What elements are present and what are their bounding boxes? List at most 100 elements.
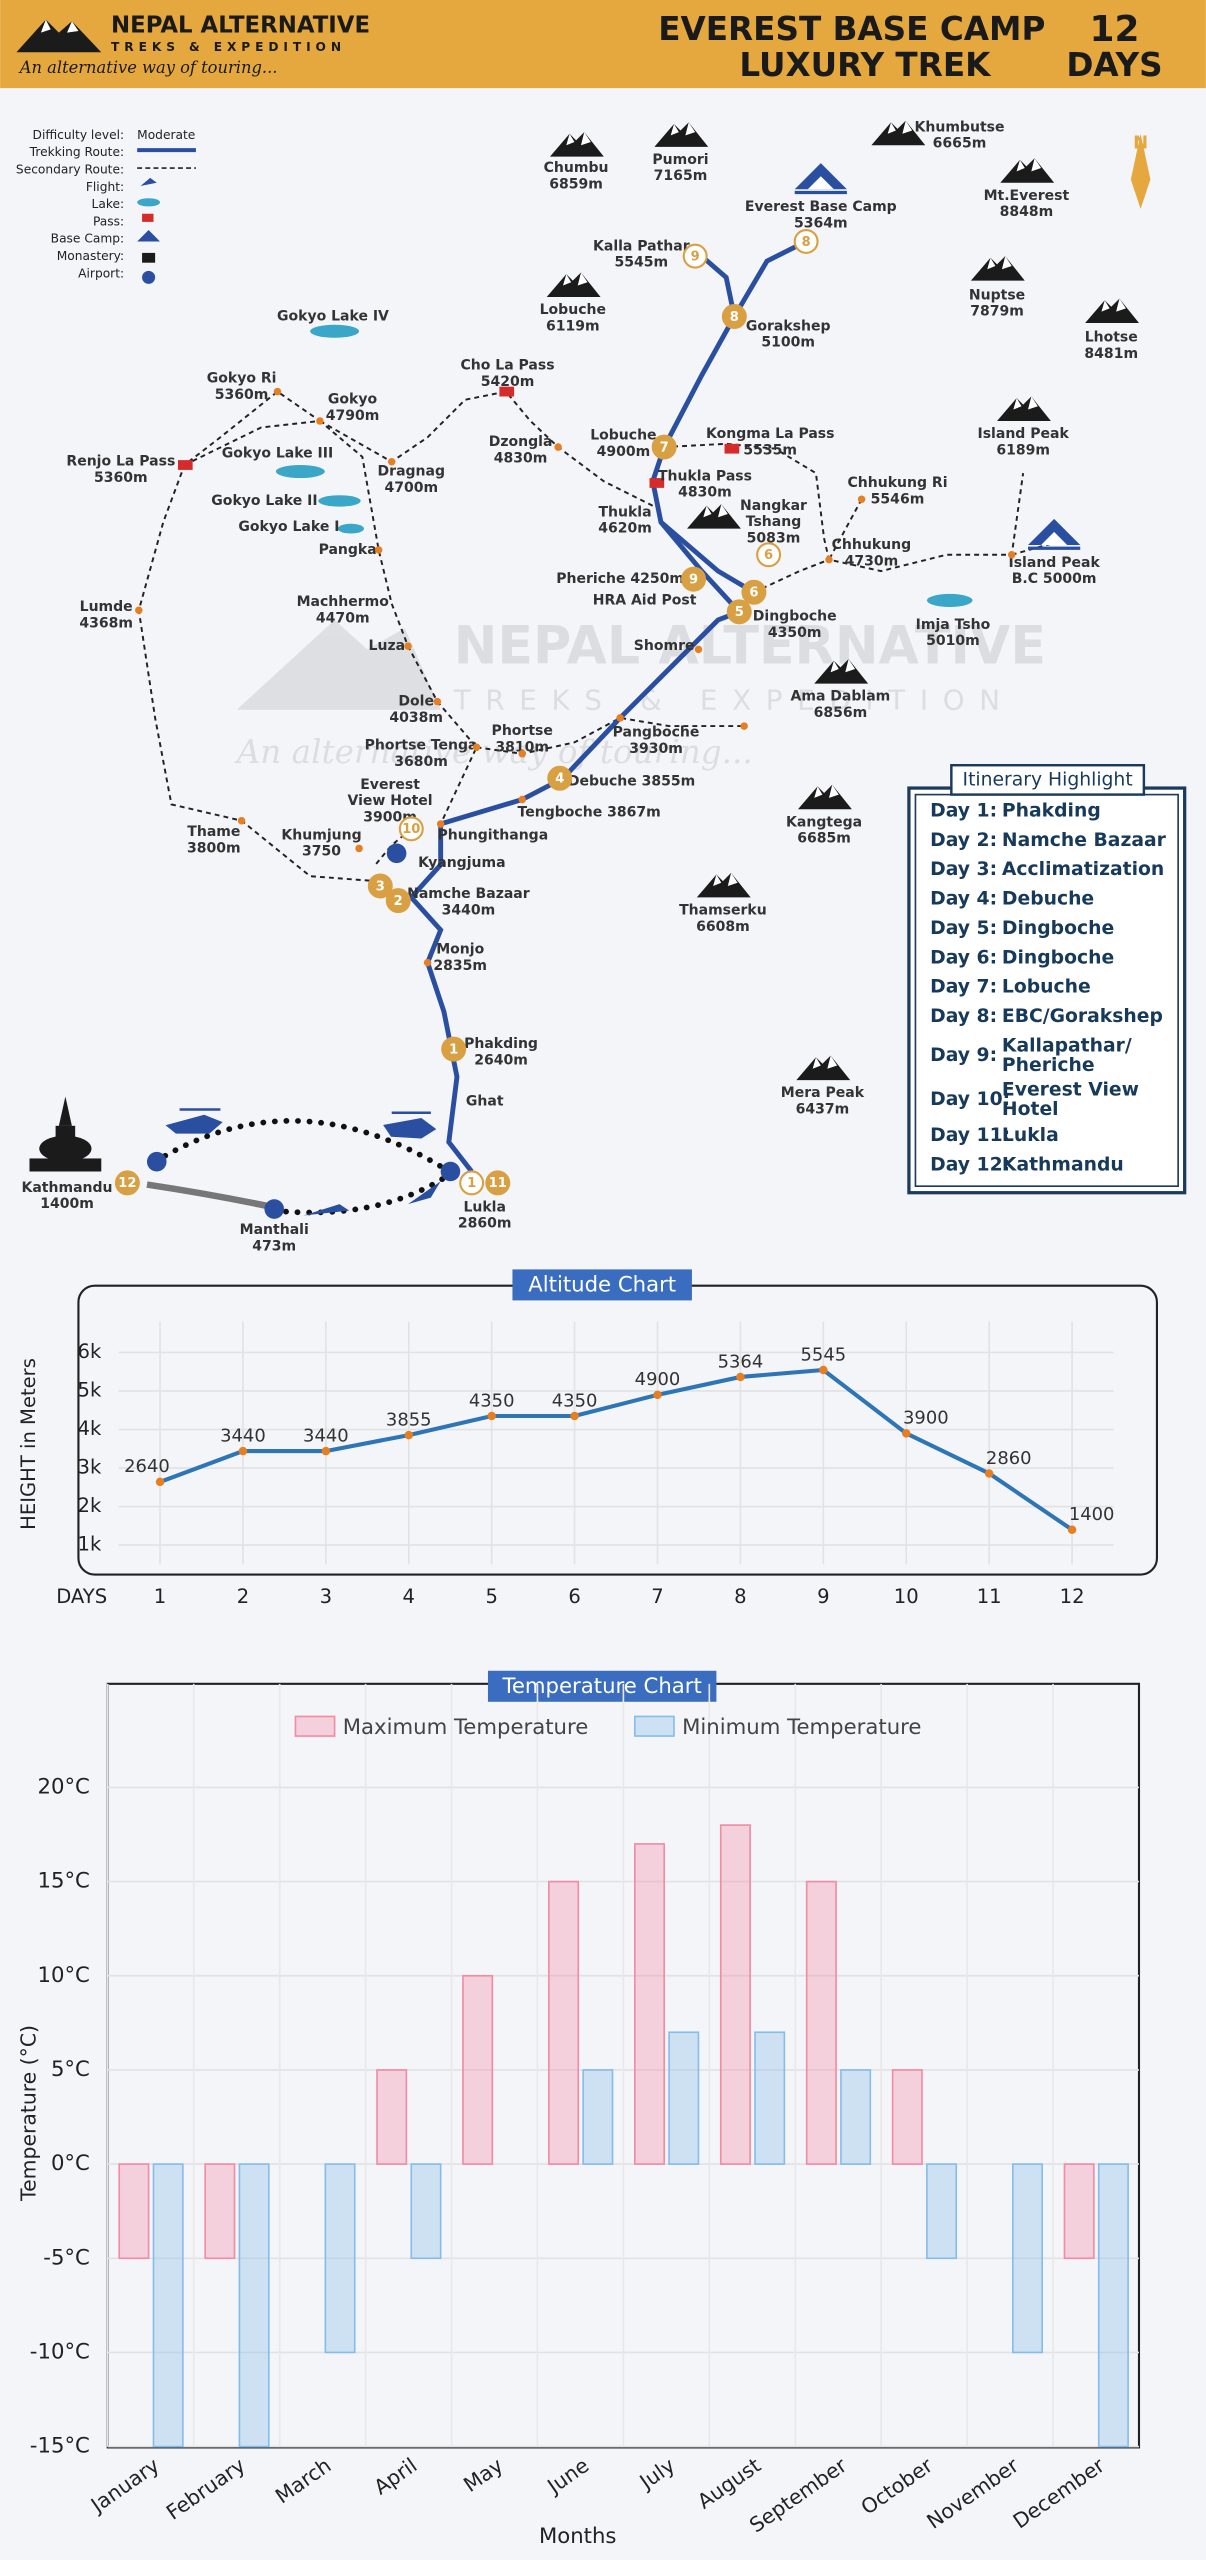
data-label: 3440 [303,1425,349,1446]
bar [926,2163,958,2260]
point [902,1429,911,1438]
legend-label: Secondary Route: [16,163,124,177]
point [819,1365,828,1375]
x-axis-label: Months [539,2524,617,2549]
peak-label: Nuptse [969,287,1025,303]
place-label: Cho La Pass [461,357,555,373]
place-label: 4900m [597,444,651,460]
lake [926,593,973,607]
peak-label: Island Peak [977,426,1069,442]
aircraft [146,843,461,1224]
peak-label: 6856m [814,705,868,721]
itinerary-day: Day 10: [930,1089,1010,1110]
day-marker [367,873,393,899]
stupa [29,1096,102,1172]
legend-swatch [634,1715,675,1737]
place-label: 2835m [433,958,487,974]
place-label: Dole [398,694,434,710]
data-label: 3855 [386,1409,432,1430]
itinerary-place: EBC/Gorakshep [1002,1006,1163,1027]
x-tick-label: 8 [734,1585,746,1608]
place-dot [616,714,624,722]
x-tick-label: 12 [1060,1585,1085,1608]
legend-label: Trekking Route: [29,145,124,159]
altitude-title-box [512,1269,692,1301]
place-label: 4790m [326,408,380,424]
place-label: 4700m [384,480,438,496]
chart-title: Temperature Chart [502,1674,702,1699]
day-marker-label: 1 [449,1042,458,1057]
data-label: 4350 [469,1390,515,1411]
data-label: 4900 [635,1369,681,1390]
title-line2: LUXURY TREK [739,46,992,84]
peak-label: 6859m [549,176,603,192]
lake [275,465,325,479]
day-marker-label: 3 [376,879,385,894]
peak-label: Island Peak [1009,555,1101,571]
x-tick-label: 4 [403,1585,415,1608]
y-axis-label: HEIGHT in Meters [17,1358,40,1530]
place-label: 5546m [871,491,925,507]
place-label: 2640m [474,1053,528,1069]
place-label: Phortse [492,723,553,739]
place-label: HRA Aid Post [593,592,697,608]
place-label: Gokyo [328,392,378,408]
place-label: Shomre [634,638,695,654]
title-line1: EVEREST BASE CAMP [658,10,1045,48]
tagline: An alternative way of touring... [18,58,278,77]
temperature-title-box [487,1670,717,1702]
logo [16,19,102,53]
day-marker [756,542,782,568]
place-label: 3680m [394,754,448,770]
place-label: Tengboche 3867m [518,805,661,821]
place-dot [135,606,143,614]
y-tick-label: -10°C [30,2339,90,2364]
place-label: View Hotel [348,793,433,809]
day-marker-label: 8 [802,235,811,250]
place-label: Gokyo Lake I [238,519,339,535]
legend-airport [142,270,156,284]
watermark-name: NEPAL ALTERNATIVE [454,616,1046,676]
place-label: Debuche 3855m [568,774,695,790]
chart-title: Altitude Chart [528,1273,676,1298]
day-marker-label: 2 [394,894,403,909]
place-label: Chhukung Ri [847,475,947,491]
peak-label: Everest Base Camp [745,199,897,215]
place-dot [518,795,526,804]
place-label: Gokyo Lake IV [277,309,389,325]
bar [1011,2163,1043,2354]
header-band [0,0,1206,89]
place-label: 5100m [761,335,815,351]
x-axis-label: DAYS [56,1585,107,1608]
place-label: Thukla Pass [658,468,752,484]
data-label: 2640 [124,1456,170,1477]
day-marker-label: 9 [689,573,698,588]
place-label: Everest [360,777,420,793]
place-label: Kalla Pathar [593,238,690,254]
place-label: Phungithanga [438,827,549,843]
day-marker-label: 5 [735,605,744,620]
day-marker [793,228,819,254]
point [1067,1525,1077,1534]
place-label: Gokyo Lake II [211,493,317,509]
place-label: 5010m [926,633,980,649]
place-dot [857,495,866,504]
point [487,1411,496,1421]
x-tick-label: 9 [817,1585,829,1608]
day-marker-label: 4 [555,772,564,787]
itinerary-place: Acclimatization [1002,859,1164,880]
passes [177,386,740,488]
bar [410,2163,442,2260]
data-label: 3440 [220,1425,266,1446]
place-label: Machhermo [297,594,390,610]
place-label: Gokyo Lake III [222,446,333,462]
place-label: 3800m [187,840,241,856]
data-label: 1400 [1069,1504,1115,1525]
place-label: 473m [252,1239,296,1255]
itinerary-day: Day 6: [930,947,997,968]
bar [548,1880,580,2165]
place-label: 2860m [458,1216,512,1232]
place-label: Kongma La Pass [706,426,835,442]
